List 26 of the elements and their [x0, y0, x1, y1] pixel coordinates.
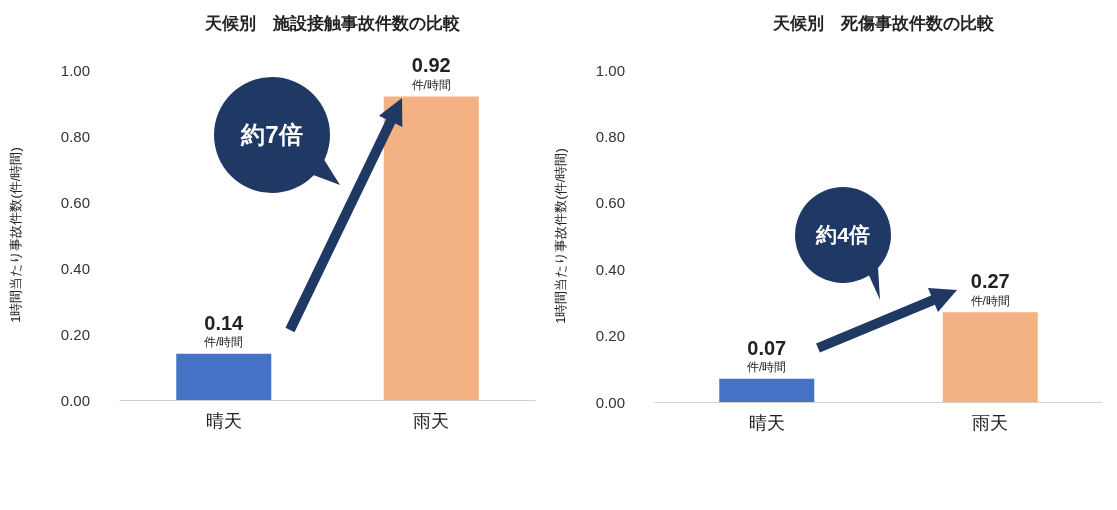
y-tick-label: 0.60 [60, 193, 90, 211]
x-tick-label: 雨天 [972, 413, 1009, 433]
y-tick-label: 1.00 [60, 61, 90, 79]
data-label: 0.07 件/時間 [747, 336, 787, 375]
y-tick-label: 0.80 [595, 127, 625, 145]
y-tick-label: 0.00 [595, 393, 625, 411]
data-label: 0.27 件/時間 [970, 270, 1010, 308]
data-label: 0.14 件/時間 [204, 311, 245, 350]
y-axis-title: 1時間当たり事故件数(件/時間) [553, 148, 568, 324]
y-tick-label: 0.40 [60, 259, 90, 277]
y-axis-title: 1時間当たり事故件数(件/時間) [8, 147, 23, 323]
chart-title: 天候別 死傷事故件数の比較 [772, 14, 995, 33]
y-tick-label: 0.80 [60, 127, 90, 145]
data-label: 0.92 件/時間 [411, 54, 451, 92]
annotation: 約7倍 [239, 120, 304, 150]
annotation: 約4倍 [814, 222, 871, 248]
y-tick-label: 0.00 [60, 391, 90, 409]
y-tick-label: 0.20 [595, 327, 625, 345]
x-tick-label: 晴天 [748, 413, 785, 433]
chart-title: 天候別 施設接触事故件数の比較 [204, 14, 461, 33]
x-tick-label: 晴天 [205, 411, 242, 431]
y-tick-label: 1.00 [595, 61, 625, 79]
y-tick-label: 0.60 [595, 194, 625, 212]
y-tick-label: 0.40 [595, 260, 625, 278]
x-tick-label: 雨天 [413, 411, 450, 431]
y-tick-label: 0.20 [60, 325, 90, 343]
